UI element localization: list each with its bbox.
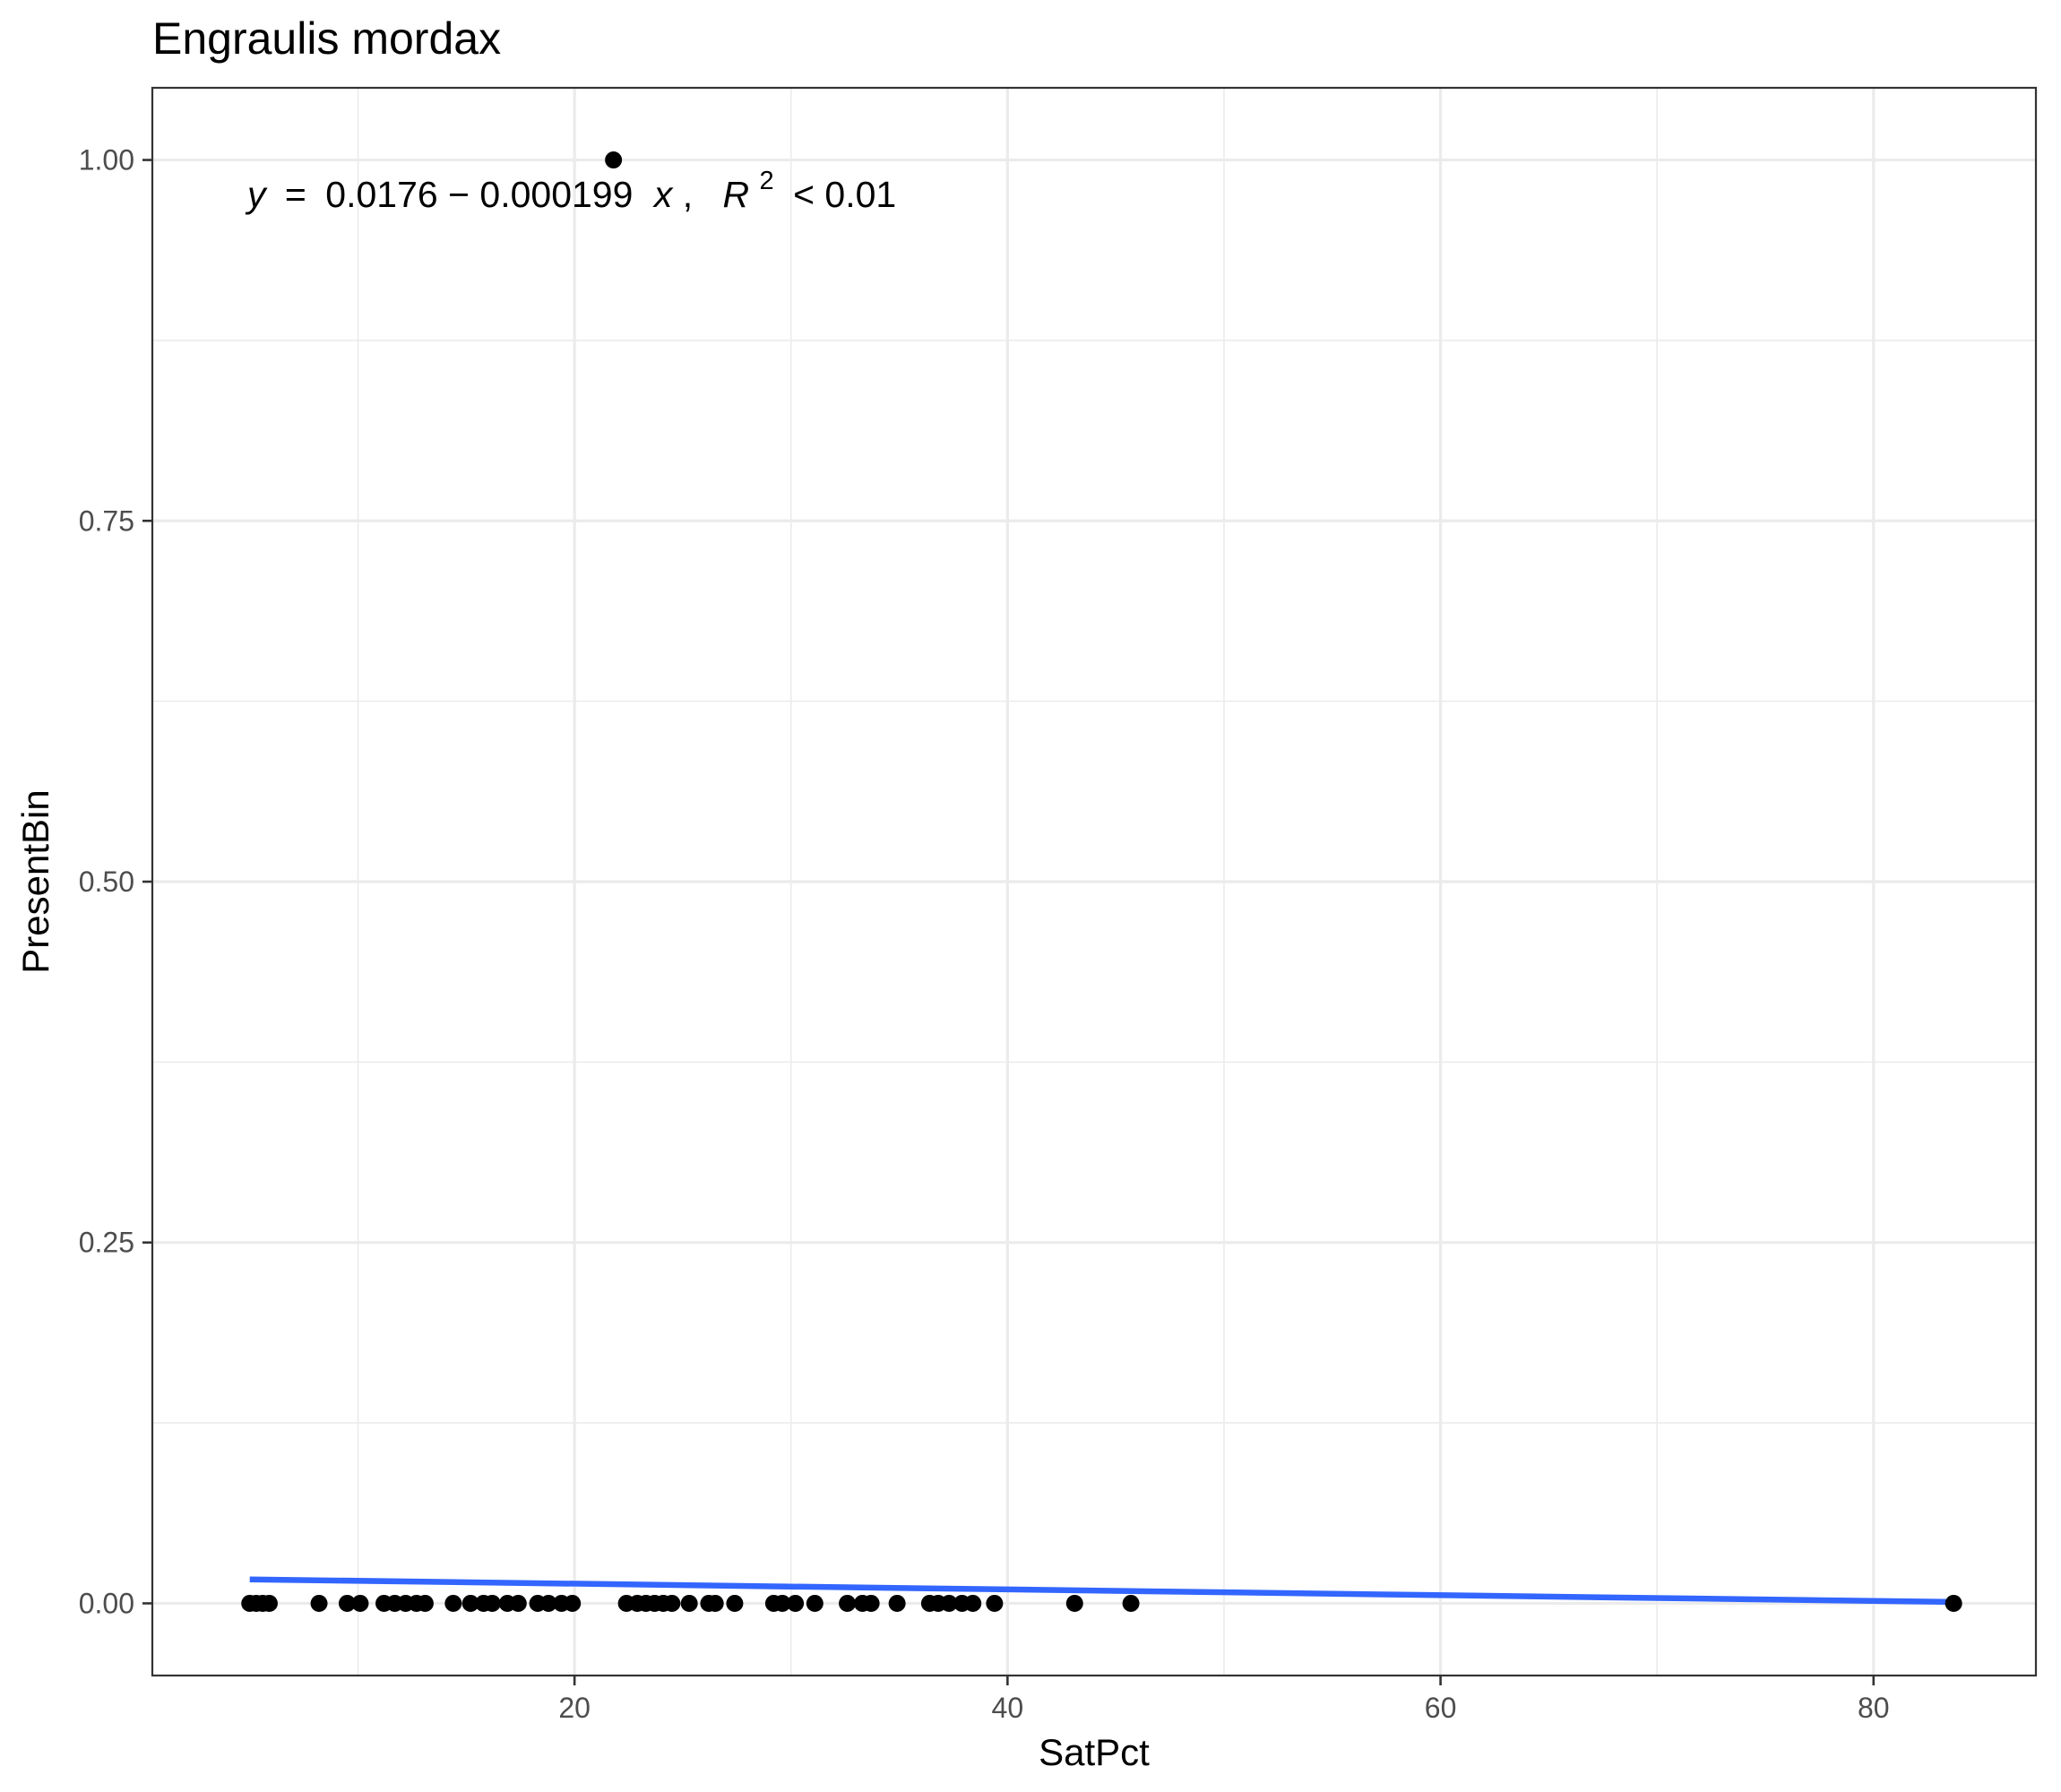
- regression-line: [249, 1576, 1954, 1606]
- data-point: [940, 1594, 958, 1612]
- y-tick-label: 0.25: [79, 1227, 134, 1259]
- data-point: [1065, 1594, 1083, 1612]
- data-point: [663, 1594, 681, 1612]
- data-point: [1122, 1594, 1140, 1612]
- data-point: [509, 1594, 527, 1612]
- regression-annotation: y = 0.0176 − 0.000199 x , R 2 < 0.01: [245, 156, 896, 215]
- data-point: [706, 1594, 724, 1612]
- annotation-equals: =: [285, 174, 306, 215]
- data-point: [564, 1594, 582, 1612]
- y-axis: 0.00 0.25 0.50 0.75 1.00: [79, 144, 152, 1619]
- data-point: [862, 1594, 880, 1612]
- data-point: [539, 1594, 557, 1612]
- data-point: [806, 1594, 824, 1612]
- x-axis: 20 40 60 80: [558, 1676, 1890, 1724]
- data-point: [726, 1594, 744, 1612]
- data-point: [483, 1594, 501, 1612]
- data-point: [605, 151, 623, 169]
- data-point: [461, 1594, 479, 1612]
- data-point: [260, 1594, 278, 1612]
- data-point: [338, 1594, 356, 1612]
- x-tick-label: 40: [992, 1692, 1024, 1724]
- x-axis-title: SatPct: [1039, 1731, 1150, 1773]
- data-point: [310, 1594, 328, 1612]
- data-point: [888, 1594, 906, 1612]
- data-point: [1945, 1594, 1962, 1612]
- y-tick-label: 1.00: [79, 144, 134, 177]
- data-point: [351, 1594, 369, 1612]
- annotation-r: R: [723, 174, 750, 215]
- annotation-r-exponent: 2: [760, 167, 774, 195]
- x-tick-label: 80: [1858, 1692, 1890, 1724]
- data-point: [416, 1594, 434, 1612]
- data-point: [444, 1594, 462, 1612]
- fit-line-layer: [249, 1576, 1954, 1606]
- annotation-lhs: y: [245, 174, 268, 215]
- data-point: [773, 1594, 791, 1612]
- grid-lines: [152, 88, 2036, 1676]
- data-point: [787, 1594, 805, 1612]
- data-point: [964, 1594, 982, 1612]
- points-layer: [241, 151, 1962, 1612]
- annotation-rhs: < 0.01: [793, 174, 896, 215]
- x-tick-label: 60: [1425, 1692, 1457, 1724]
- annotation-sep: ,: [683, 174, 693, 215]
- y-tick-label: 0.50: [79, 866, 134, 898]
- annotation-formula: 0.0176 − 0.000199: [325, 174, 633, 215]
- chart-title: Engraulis mordax: [152, 13, 501, 64]
- data-point: [986, 1594, 1004, 1612]
- data-point: [680, 1594, 698, 1612]
- y-axis-title: PresentBin: [14, 789, 56, 973]
- x-tick-label: 20: [558, 1692, 591, 1724]
- annotation-xvar: x: [652, 174, 674, 215]
- data-point: [839, 1594, 857, 1612]
- y-tick-label: 0.00: [79, 1587, 134, 1619]
- y-tick-label: 0.75: [79, 504, 134, 537]
